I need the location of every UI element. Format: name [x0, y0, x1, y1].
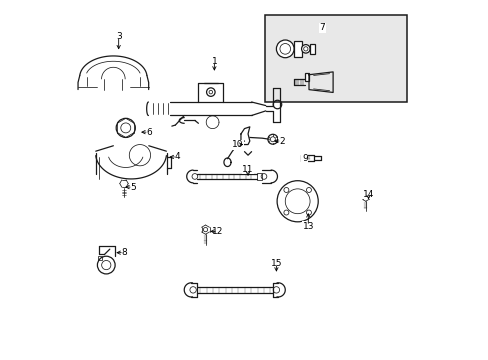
- Bar: [304, 73, 308, 81]
- Text: 14: 14: [362, 190, 373, 199]
- Text: 11: 11: [242, 165, 253, 174]
- Text: 10: 10: [231, 140, 243, 149]
- Text: 2: 2: [278, 136, 284, 145]
- Bar: [98, 256, 102, 260]
- Text: 3: 3: [116, 32, 122, 41]
- Text: 1: 1: [211, 57, 217, 66]
- Text: 12: 12: [212, 227, 223, 236]
- Text: 9: 9: [301, 154, 307, 163]
- Circle shape: [277, 181, 318, 222]
- Text: 8: 8: [121, 248, 126, 257]
- Text: 7: 7: [319, 23, 325, 32]
- Bar: [256, 173, 262, 180]
- Bar: [264, 15, 406, 102]
- Text: 6: 6: [145, 128, 151, 137]
- Text: 5: 5: [130, 183, 136, 192]
- Circle shape: [276, 40, 293, 58]
- Circle shape: [301, 45, 309, 53]
- Text: 13: 13: [302, 221, 313, 230]
- Bar: [309, 44, 315, 54]
- Bar: [293, 41, 301, 57]
- Text: 15: 15: [270, 259, 282, 268]
- Text: 4: 4: [174, 153, 180, 162]
